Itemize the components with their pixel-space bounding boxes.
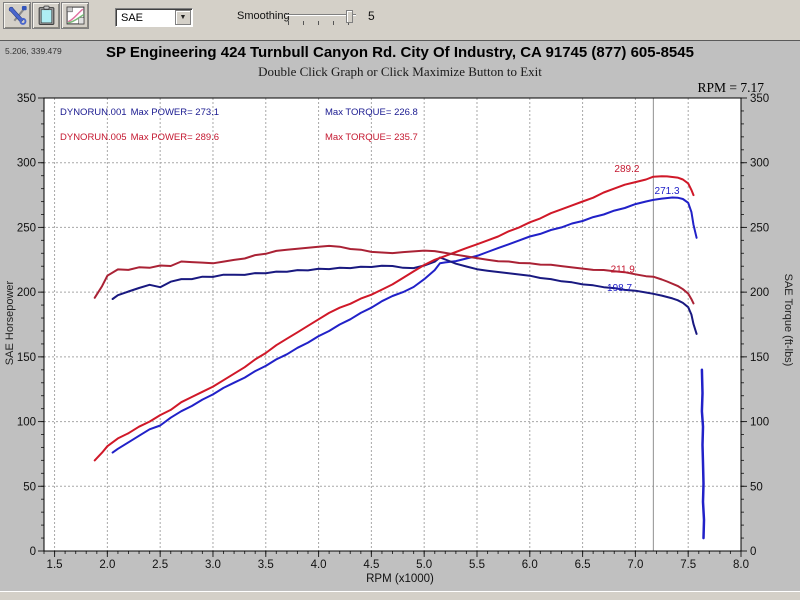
x-tick-label: 3.5: [258, 559, 274, 571]
x-tick-label: 3.0: [205, 559, 221, 571]
x-tick-label: 2.0: [99, 559, 115, 571]
plot-border: [43, 97, 742, 552]
series-curve: [111, 196, 698, 454]
slider-tick: [318, 21, 319, 25]
rpm-cursor-readout: RPM = 7.17: [697, 80, 764, 95]
y-tick-label-right: 50: [750, 481, 763, 493]
legend-max-power: Max POWER= 273.1: [130, 107, 220, 118]
dropdown-arrow-icon[interactable]: ▼: [175, 10, 191, 25]
slider-tick: [303, 21, 304, 25]
smoothing-label: Smoothing: [237, 10, 290, 22]
y-tick-label-right: 250: [750, 222, 769, 234]
y-tick-label-right: 0: [750, 546, 756, 558]
series-curve: [700, 368, 706, 540]
curve-value-label: 198.7: [607, 283, 632, 294]
curve-value-label: 271.3: [655, 186, 680, 197]
series-curve: [111, 256, 698, 335]
y-tick-label-right: 150: [750, 352, 769, 364]
x-tick-label: 7.0: [627, 559, 643, 571]
x-axis-title: RPM (x1000): [366, 573, 434, 585]
series-curve: [93, 244, 695, 305]
x-tick-label: 7.5: [680, 559, 696, 571]
left-axis-title: SAE Horsepower: [4, 280, 16, 366]
legend-max-torque: Max TORQUE= 235.7: [325, 132, 418, 143]
wrench-screwdriver-icon: [8, 6, 27, 25]
x-tick-label: 1.5: [47, 559, 63, 571]
cursor-coords-readout: 5.206, 339.479: [5, 46, 62, 56]
smoothing-value: 5: [368, 9, 375, 23]
y-tick-label-left: 200: [17, 287, 36, 299]
smoothing-slider[interactable]: [286, 10, 356, 28]
slider-tick: [288, 21, 289, 25]
x-tick-label: 5.5: [469, 559, 485, 571]
x-tick-label: 5.0: [416, 559, 432, 571]
legend-max-power: Max POWER= 289.6: [130, 132, 220, 143]
shop-title: SP Engineering 424 Turnbull Canyon Rd. C…: [106, 44, 694, 61]
graph-icon: [66, 6, 84, 25]
legend-run-name: DYNORUN.005: [60, 132, 127, 143]
legend-run-1: DYNORUN.001 Max POWER= 273.1 Max TORQUE=…: [60, 107, 540, 118]
y-tick-label-right: 350: [750, 93, 769, 105]
x-tick-label: 6.0: [522, 559, 538, 571]
y-tick-label-left: 50: [23, 481, 36, 493]
y-tick-label-right: 200: [750, 287, 769, 299]
legend-max-torque: Max TORQUE= 226.8: [325, 107, 418, 118]
graph-panel[interactable]: 1.5 2.0 2.5 3.0 3.5 4.0 4.5 5.0 5.5 6.0 6.5 7.0 7.5 8…: [0, 40, 800, 592]
right-axis-title: SAE Torque (ft-lbs): [782, 273, 794, 367]
y-tick-label-left: 150: [17, 352, 36, 364]
slider-tick: [348, 21, 349, 25]
y-tick-label-left: 250: [17, 222, 36, 234]
clipboard-button[interactable]: [32, 2, 60, 29]
correction-dropdown-value: SAE: [121, 12, 144, 24]
toolbar: SAE ▼ Smoothing 5: [0, 0, 800, 40]
graph-settings-button[interactable]: [61, 2, 89, 29]
series-curve: [93, 175, 695, 462]
x-tick-label: 4.5: [363, 559, 379, 571]
y-tick-label-right: 100: [750, 417, 769, 429]
curve-value-label: 289.2: [614, 164, 639, 175]
correction-dropdown[interactable]: SAE ▼: [115, 8, 193, 27]
y-tick-label-left: 350: [17, 93, 36, 105]
slider-thumb[interactable]: [346, 10, 353, 23]
dyno-chart[interactable]: 1.5 2.0 2.5 3.0 3.5 4.0 4.5 5.0 5.5 6.0 6.5 7.0 7.5 8…: [0, 41, 800, 592]
x-tick-label: 6.5: [575, 559, 591, 571]
slider-tick: [333, 21, 334, 25]
curve-value-label: 211.9: [611, 265, 636, 276]
legend-run-name: DYNORUN.001: [60, 107, 127, 118]
x-tick-label: 4.0: [311, 559, 327, 571]
y-tick-label-left: 0: [30, 546, 36, 558]
slider-track: [286, 14, 356, 16]
x-tick-label: 8.0: [733, 559, 749, 571]
legend-run-2: DYNORUN.005 Max POWER= 289.6 Max TORQUE=…: [60, 132, 540, 143]
x-tick-label: 2.5: [152, 559, 168, 571]
y-tick-label-right: 300: [750, 158, 769, 170]
graph-hint-subtitle: Double Click Graph or Click Maximize But…: [258, 64, 542, 79]
y-tick-label-left: 100: [17, 417, 36, 429]
clipboard-icon: [38, 5, 54, 25]
tools-button[interactable]: [3, 2, 31, 29]
y-tick-label-left: 300: [17, 158, 36, 170]
